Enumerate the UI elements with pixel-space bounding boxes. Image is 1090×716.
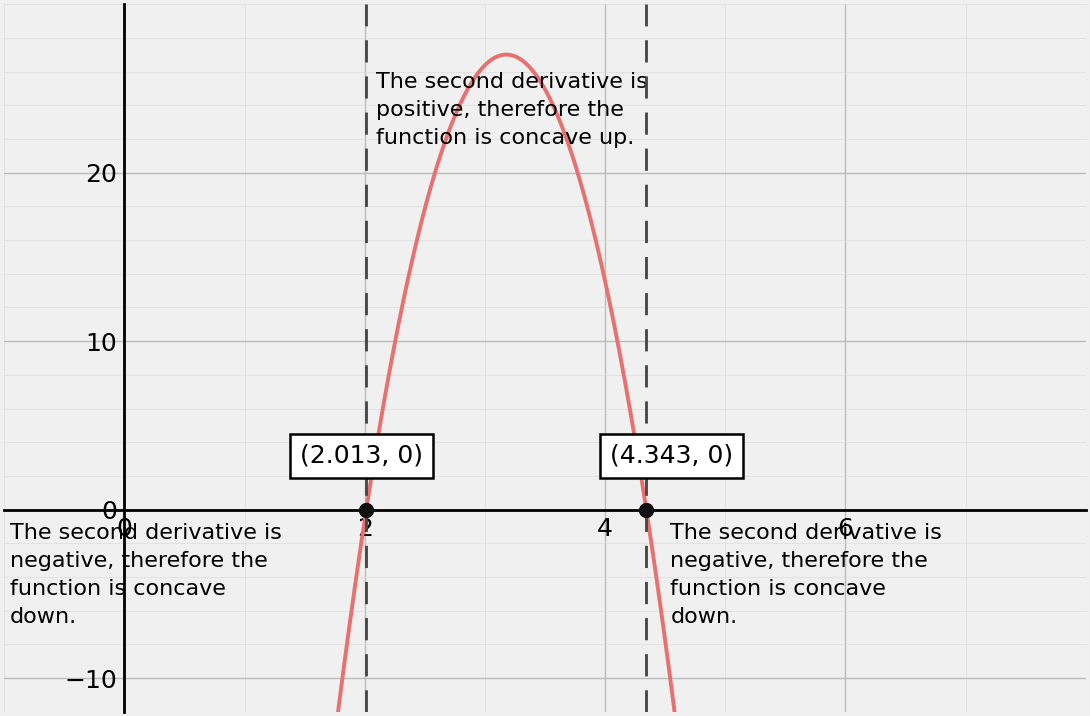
Point — [638, 504, 655, 516]
Point — [358, 504, 375, 516]
Text: (2.013, 0): (2.013, 0) — [300, 443, 423, 468]
Text: The second derivative is
negative, therefore the
function is concave
down.: The second derivative is negative, there… — [10, 523, 282, 627]
Text: (4.343, 0): (4.343, 0) — [610, 443, 734, 468]
Text: The second derivative is
positive, therefore the
function is concave up.: The second derivative is positive, there… — [376, 72, 647, 147]
Text: The second derivative is
negative, therefore the
function is concave
down.: The second derivative is negative, there… — [670, 523, 942, 627]
